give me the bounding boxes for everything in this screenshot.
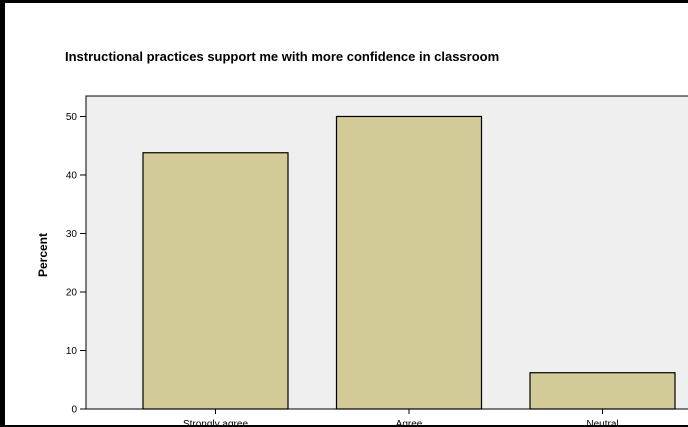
bar [529, 372, 676, 410]
x-tick-label: Strongly agree [183, 419, 248, 427]
y-tick-label: 50 [66, 112, 78, 123]
y-tick-label: 40 [66, 170, 78, 181]
chart-title: Instructional practices support me with … [65, 49, 500, 64]
y-tick-label: 10 [66, 346, 78, 357]
x-tick-label: Neutral [586, 419, 618, 427]
x-tick-label: Agree [396, 419, 423, 427]
y-tick-label: 20 [66, 287, 78, 298]
bars [142, 115, 676, 410]
y-tick-label: 30 [66, 229, 78, 240]
y-axis: 0 10 20 30 40 50 [66, 112, 86, 416]
bar [142, 152, 289, 410]
bar [335, 115, 483, 410]
x-axis: Strongly agree Agree Neutral [183, 409, 619, 427]
y-tick-label: 0 [71, 405, 77, 416]
